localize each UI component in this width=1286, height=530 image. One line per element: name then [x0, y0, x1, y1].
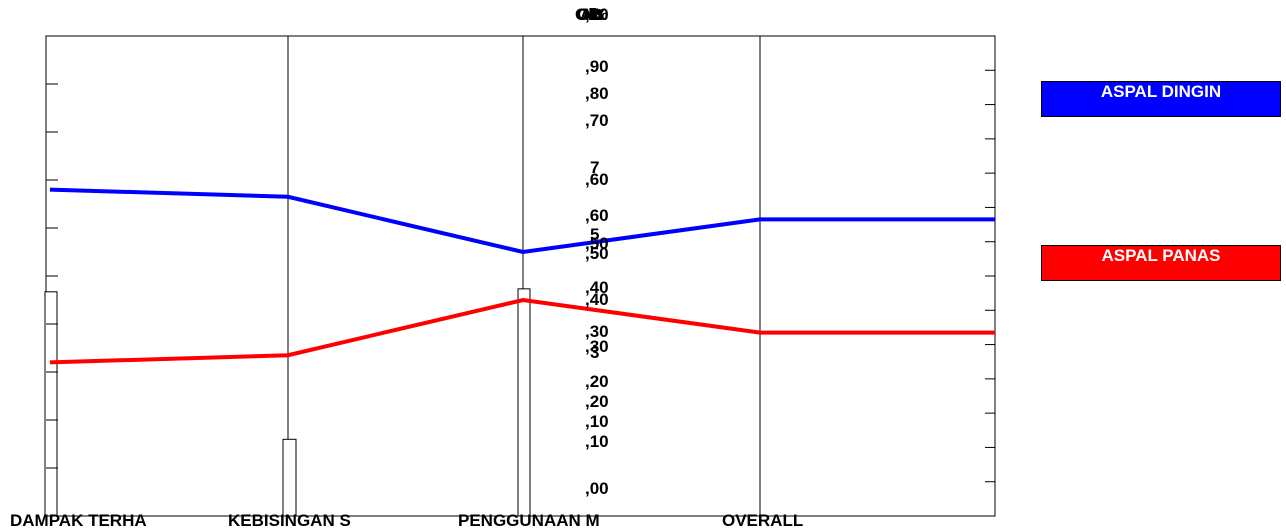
category-label: KEBISINGAN S [228, 511, 351, 530]
axis-1-tick-label: ,40 [585, 290, 609, 309]
legend-label-aspal-panas: ASPAL PANAS [1101, 246, 1221, 265]
legend-item-aspal-dingin: ASPAL DINGIN [1041, 81, 1281, 117]
axis-2-tick-label: ,20 [585, 372, 609, 391]
bar-layer [44, 288, 531, 517]
axis-1-tick-label: ,70 [585, 5, 609, 24]
axis-1-tick-label: ,60 [585, 206, 609, 225]
category-label: DAMPAK TERHA [10, 511, 147, 530]
axis-1-tick-label: ,20 [585, 392, 609, 411]
axis-2-tick-label: ,80 [585, 84, 609, 103]
label-layer: ,00,10,20,30,40,50,60,70,10,20,30,40,50,… [10, 5, 803, 530]
legend-item-aspal-panas: ASPAL PANAS [1041, 245, 1281, 281]
axis-3-tick-label: 7 [590, 158, 599, 177]
legend-label-aspal-dingin: ASPAL DINGIN [1100, 82, 1222, 101]
axis-1-tick-label: ,30 [585, 337, 609, 356]
bar-2 [282, 438, 297, 517]
axis-title: Alt [580, 5, 603, 24]
series-line-aspal-panas [49, 297, 995, 365]
series-layer [49, 187, 995, 365]
bar-3 [517, 288, 531, 517]
axis-1-tick-label: ,10 [585, 432, 609, 451]
axis-title: Ok [575, 5, 598, 24]
axis-3-tick-label: 5 [590, 225, 599, 244]
series-line-aspal-dingin [49, 187, 995, 255]
axis-2-tick-label: ,10 [585, 412, 609, 431]
axis-2-tick-label: ,40 [585, 278, 609, 297]
tick-layer [46, 69, 995, 483]
axis-2-tick-label: ,30 [585, 322, 609, 341]
axis-2-tick-label: ,90 [585, 57, 609, 76]
bar-1 [44, 291, 58, 517]
axis-1-tick-label: ,50 [585, 244, 609, 263]
axis-2-tick-label: ,60 [585, 170, 609, 189]
axis-title: Ok [577, 5, 600, 24]
axis-2-tick-label: ,50 [585, 234, 609, 253]
axis-3-tick-label: 3 [590, 343, 599, 362]
axis-1-tick-label: ,00 [585, 479, 609, 498]
category-label: OVERALL [722, 511, 803, 530]
axis-title: % [593, 5, 608, 24]
category-label: PENGGUNAAN M [458, 511, 600, 530]
axis-2-tick-label: ,70 [585, 111, 609, 130]
